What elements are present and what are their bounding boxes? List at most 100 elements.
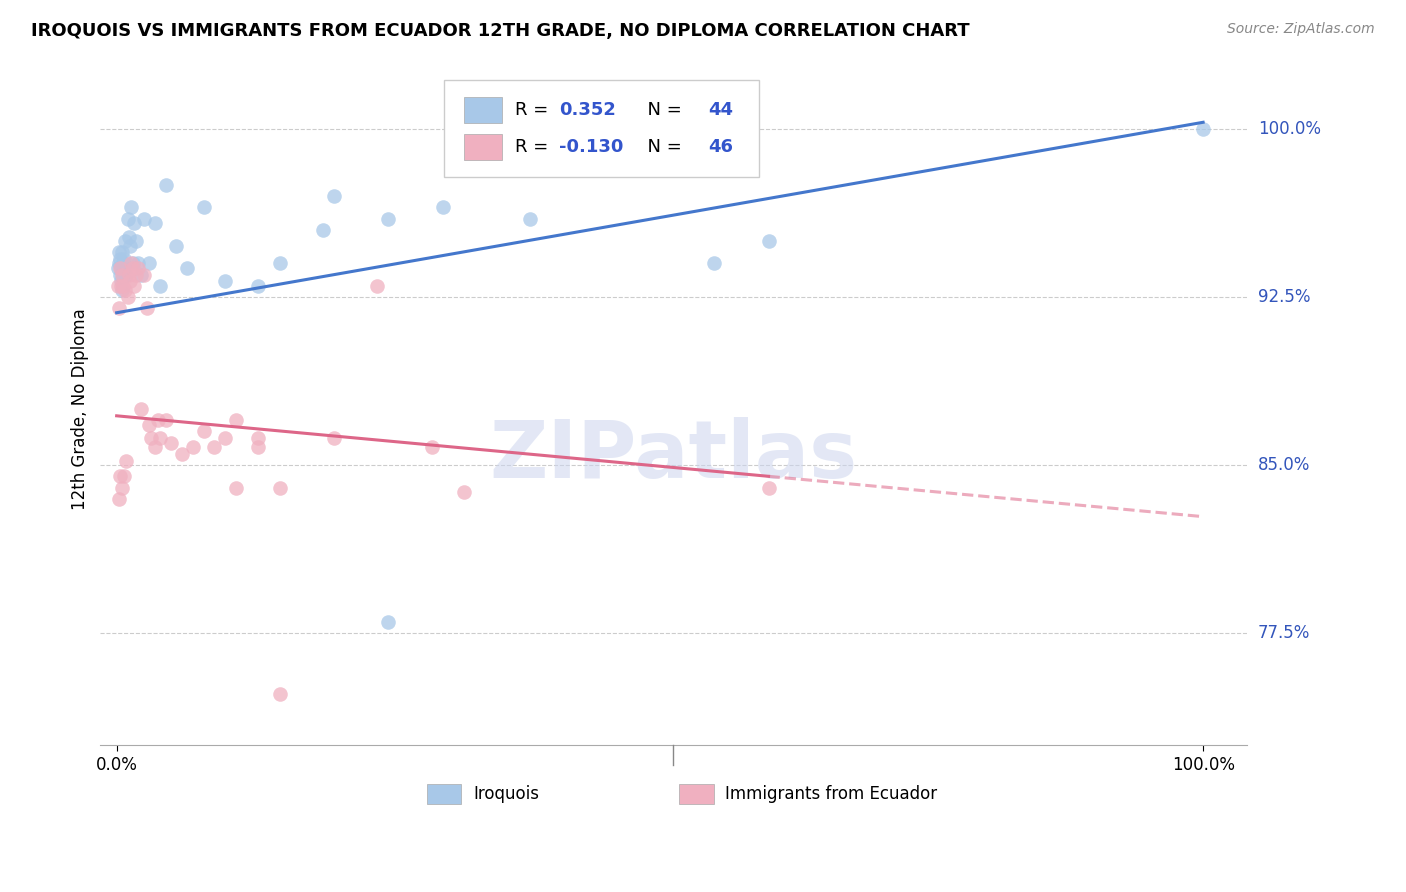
Text: R =: R =: [515, 138, 554, 156]
Text: 0.352: 0.352: [558, 101, 616, 119]
Text: N =: N =: [636, 138, 688, 156]
Point: [122, 260, 145, 275]
Point: [155, 413, 177, 427]
Point: [115, 453, 138, 467]
Point: [204, 440, 226, 454]
Point: [110, 278, 132, 293]
Point: [108, 256, 131, 270]
Point: [181, 440, 204, 454]
Point: [193, 425, 215, 439]
Point: [149, 431, 172, 445]
Point: [246, 278, 269, 293]
Point: [127, 260, 149, 275]
Point: [114, 283, 136, 297]
Y-axis label: 12th Grade, No Diploma: 12th Grade, No Diploma: [72, 309, 89, 510]
Point: [170, 447, 193, 461]
Point: [703, 256, 725, 270]
Point: [120, 256, 142, 270]
Point: [122, 216, 145, 230]
Point: [112, 268, 135, 282]
Point: [107, 260, 129, 275]
FancyBboxPatch shape: [427, 784, 461, 805]
Text: 44: 44: [707, 101, 733, 119]
Point: [155, 178, 177, 192]
Point: [160, 435, 183, 450]
Point: [115, 268, 138, 282]
Text: ZIPatlas: ZIPatlas: [489, 417, 858, 495]
Point: [323, 189, 346, 203]
Point: [420, 440, 443, 454]
Point: [117, 290, 139, 304]
Point: [246, 440, 269, 454]
Point: [453, 485, 475, 500]
Point: [108, 301, 131, 316]
Point: [146, 413, 169, 427]
Point: [117, 211, 139, 226]
Point: [312, 223, 335, 237]
Point: [118, 274, 141, 288]
Point: [117, 229, 139, 244]
Point: [225, 413, 247, 427]
Text: Source: ZipAtlas.com: Source: ZipAtlas.com: [1227, 22, 1375, 37]
Point: [110, 274, 132, 288]
Point: [136, 301, 159, 316]
Text: 77.5%: 77.5%: [1258, 624, 1310, 642]
Point: [141, 431, 163, 445]
Point: [138, 256, 160, 270]
Point: [111, 245, 134, 260]
Point: [112, 252, 135, 266]
Point: [366, 278, 388, 293]
Point: [758, 234, 780, 248]
Text: 46: 46: [707, 138, 733, 156]
Point: [269, 687, 291, 701]
Text: Iroquois: Iroquois: [472, 785, 538, 804]
Point: [112, 256, 135, 270]
Point: [519, 211, 541, 226]
Point: [108, 252, 131, 266]
Text: N =: N =: [636, 101, 688, 119]
Point: [110, 260, 132, 275]
Point: [125, 268, 148, 282]
Point: [138, 417, 160, 432]
Text: 92.5%: 92.5%: [1258, 288, 1310, 306]
Point: [269, 481, 291, 495]
Text: 100.0%: 100.0%: [1258, 120, 1320, 138]
Point: [758, 481, 780, 495]
FancyBboxPatch shape: [679, 784, 714, 805]
Point: [117, 268, 139, 282]
Point: [114, 234, 136, 248]
Point: [114, 260, 136, 275]
Point: [108, 268, 131, 282]
Point: [112, 469, 135, 483]
FancyBboxPatch shape: [464, 134, 502, 160]
Point: [108, 491, 131, 506]
Point: [129, 402, 152, 417]
Point: [225, 481, 247, 495]
Text: IROQUOIS VS IMMIGRANTS FROM ECUADOR 12TH GRADE, NO DIPLOMA CORRELATION CHART: IROQUOIS VS IMMIGRANTS FROM ECUADOR 12TH…: [31, 22, 970, 40]
Point: [214, 274, 236, 288]
Text: 85.0%: 85.0%: [1258, 456, 1310, 475]
Point: [269, 256, 291, 270]
Point: [108, 260, 131, 275]
Point: [165, 238, 187, 252]
Point: [132, 268, 155, 282]
Point: [127, 256, 149, 270]
FancyBboxPatch shape: [464, 97, 502, 123]
Point: [143, 440, 166, 454]
Point: [108, 469, 131, 483]
Point: [129, 268, 152, 282]
Point: [214, 431, 236, 445]
Text: R =: R =: [515, 101, 554, 119]
Point: [149, 278, 172, 293]
Text: Immigrants from Ecuador: Immigrants from Ecuador: [725, 785, 938, 804]
Point: [193, 201, 215, 215]
Point: [120, 201, 142, 215]
Point: [323, 431, 346, 445]
Point: [122, 256, 145, 270]
Point: [107, 278, 129, 293]
Point: [143, 216, 166, 230]
Point: [111, 283, 134, 297]
Point: [108, 245, 131, 260]
Point: [118, 238, 141, 252]
Point: [122, 278, 145, 293]
